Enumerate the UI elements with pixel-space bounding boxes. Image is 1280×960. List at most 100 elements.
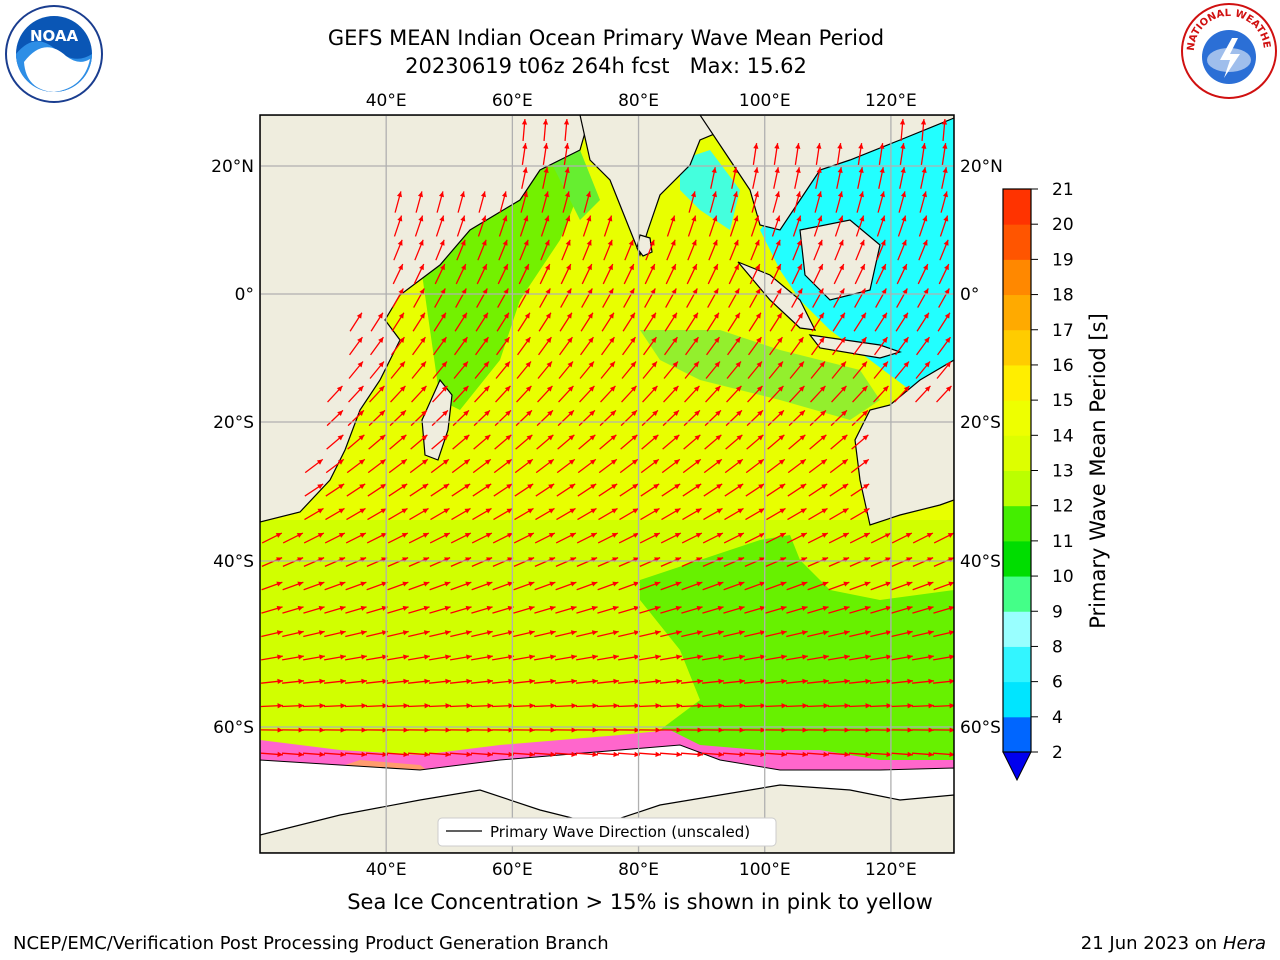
wave-arrowhead bbox=[738, 630, 745, 636]
wave-arrowhead bbox=[442, 434, 449, 441]
wave-arrowhead bbox=[422, 508, 429, 514]
wave-arrowhead bbox=[713, 264, 718, 271]
wave-arrowhead bbox=[592, 654, 598, 660]
wave-arrowhead bbox=[461, 264, 466, 271]
wave-arrowhead bbox=[444, 630, 451, 636]
wave-arrowhead bbox=[776, 312, 782, 319]
wave-arrowhead bbox=[670, 239, 676, 246]
wave-arrowhead bbox=[858, 167, 864, 174]
wave-arrowhead bbox=[711, 191, 717, 198]
wave-arrowhead bbox=[737, 533, 744, 538]
wave-arrowhead bbox=[885, 605, 892, 611]
wave-arrowhead bbox=[927, 581, 934, 587]
wave-arrowhead bbox=[632, 533, 639, 538]
wave-arrowhead bbox=[565, 215, 571, 222]
wave-arrowhead bbox=[400, 410, 406, 417]
wave-arrowhead bbox=[754, 215, 760, 222]
footer-host: Hera bbox=[1222, 933, 1266, 954]
wave-arrowhead bbox=[631, 410, 637, 417]
wave-arrowhead bbox=[587, 288, 593, 295]
wave-arrowhead bbox=[902, 288, 908, 295]
wave-arrowhead bbox=[843, 630, 850, 636]
colorbar-segment bbox=[1003, 189, 1031, 225]
wave-arrowhead bbox=[651, 385, 658, 392]
wave-arrowhead bbox=[608, 312, 614, 319]
wave-arrowhead bbox=[544, 239, 550, 246]
wave-arrowhead bbox=[571, 703, 577, 709]
lat-tick-label: 40°S bbox=[213, 552, 254, 572]
wave-arrowhead bbox=[549, 630, 556, 636]
wave-arrowhead bbox=[816, 167, 822, 174]
wave-arrowhead bbox=[778, 434, 785, 441]
wave-arrowhead bbox=[487, 727, 493, 733]
wave-arrowhead bbox=[529, 751, 535, 758]
wave-arrowhead bbox=[696, 630, 703, 636]
wave-arrowhead bbox=[654, 557, 661, 563]
wave-arrowhead bbox=[545, 264, 550, 271]
wave-arrowhead bbox=[906, 630, 913, 636]
wave-arrowhead bbox=[694, 459, 701, 465]
wave-arrowhead bbox=[780, 557, 787, 563]
wave-arrowhead bbox=[924, 337, 930, 343]
wave-arrowhead bbox=[529, 678, 535, 684]
wave-arrowhead bbox=[732, 167, 738, 174]
wave-arrowhead bbox=[842, 533, 849, 538]
wave-arrowhead bbox=[753, 143, 759, 149]
wave-arrowhead bbox=[340, 703, 346, 709]
wave-arrowhead bbox=[756, 337, 762, 343]
wave-arrowhead bbox=[907, 727, 913, 733]
wave-arrowhead bbox=[907, 751, 913, 758]
wave-arrowhead bbox=[504, 385, 511, 392]
wave-arrowhead bbox=[399, 337, 405, 343]
wave-arrowhead bbox=[569, 483, 576, 490]
wave-arrowhead bbox=[823, 727, 829, 733]
wave-arrowhead bbox=[482, 312, 488, 319]
wave-arrowhead bbox=[382, 727, 388, 733]
wave-arrowhead bbox=[591, 630, 598, 636]
sea-ice-caption: Sea Ice Concentration > 15% is shown in … bbox=[347, 890, 933, 914]
wave-arrowhead bbox=[403, 678, 409, 684]
wave-arrowhead bbox=[753, 191, 759, 198]
wave-arrowhead bbox=[607, 215, 613, 222]
colorbar-tick-label: 4 bbox=[1052, 708, 1063, 728]
wave-arrowhead bbox=[859, 239, 865, 246]
wave-arrowhead bbox=[421, 459, 428, 465]
wave-arrowhead bbox=[796, 215, 802, 222]
wave-arrowhead bbox=[380, 508, 387, 514]
wave-arrowhead bbox=[570, 605, 577, 611]
wave-arrowhead bbox=[861, 337, 867, 343]
wave-arrowhead bbox=[465, 581, 472, 587]
wave-arrowhead bbox=[611, 483, 618, 490]
colorbar: 2 4 6 8 9 10 11 12 13 14 15 16 17 18 19 20 21 Primary Wa… bbox=[1002, 180, 1110, 782]
wave-arrowhead bbox=[356, 312, 362, 319]
wave-arrowhead bbox=[822, 557, 829, 563]
wave-arrowhead bbox=[715, 434, 722, 441]
wave-arrowhead bbox=[947, 533, 954, 538]
wave-arrowhead bbox=[424, 727, 430, 733]
wave-arrowhead bbox=[508, 727, 514, 733]
wave-arrowhead bbox=[508, 703, 514, 709]
wave-arrowhead bbox=[906, 581, 913, 587]
wave-arrowhead bbox=[361, 678, 367, 684]
wave-arrowhead bbox=[712, 239, 718, 246]
wave-arrowhead bbox=[819, 385, 826, 392]
wave-arrowhead bbox=[695, 508, 702, 514]
wave-arrowhead bbox=[651, 337, 657, 343]
wave-arrowhead bbox=[443, 483, 450, 490]
wave-arrowhead bbox=[501, 191, 507, 198]
wave-arrowhead bbox=[420, 385, 427, 392]
wave-arrowhead bbox=[339, 557, 346, 563]
wave-arrowhead bbox=[691, 215, 697, 222]
wave-arrowhead bbox=[843, 581, 850, 587]
wave-arrowhead bbox=[588, 361, 594, 368]
wave-arrowhead bbox=[652, 459, 659, 465]
wave-arrowhead bbox=[861, 385, 868, 392]
wave-arrowhead bbox=[697, 727, 703, 733]
wave-arrowhead bbox=[590, 508, 597, 514]
wave-arrowhead bbox=[886, 751, 892, 758]
wave-arrowhead bbox=[717, 630, 724, 636]
noaa-logo-text: NOAA bbox=[30, 27, 79, 45]
wave-arrowhead bbox=[822, 630, 829, 636]
wave-arrowhead bbox=[802, 727, 808, 733]
wave-arrowhead bbox=[844, 654, 850, 660]
